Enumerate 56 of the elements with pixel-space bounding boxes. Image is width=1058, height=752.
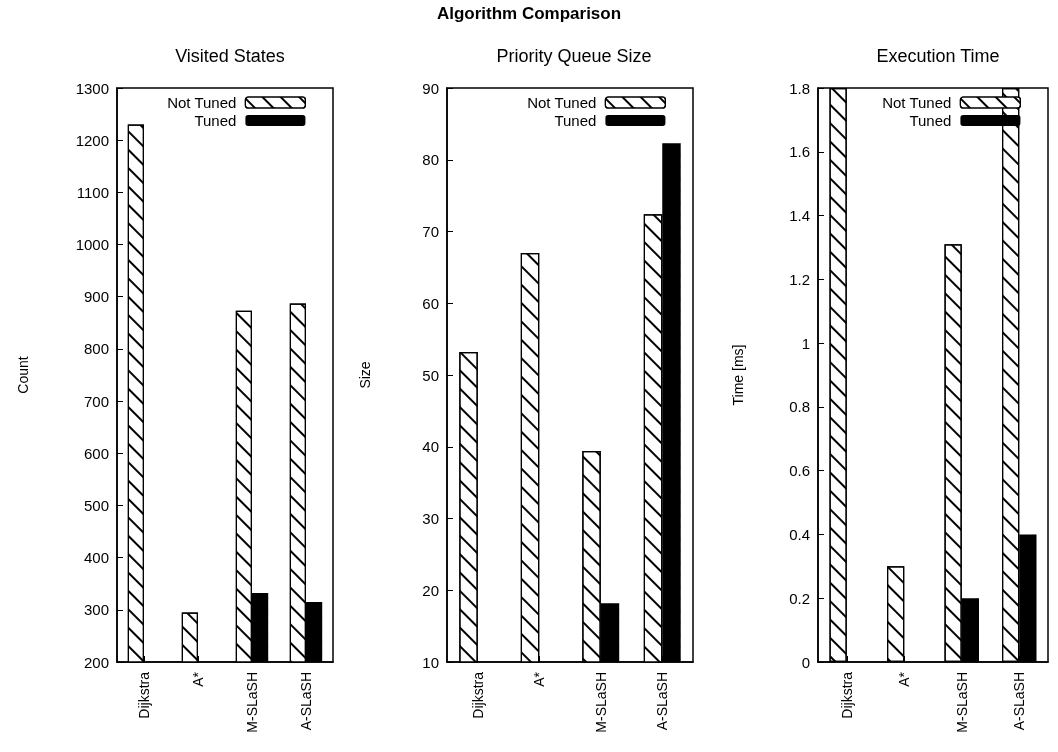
x-tick-label: A-SLaSH	[654, 672, 671, 731]
y-tick-label: 10	[422, 653, 439, 671]
legend-label: Not Tuned	[167, 94, 237, 111]
y-tick-label: 60	[422, 294, 439, 312]
y-tick-label: 1200	[75, 131, 109, 149]
y-tick-label: 70	[422, 223, 439, 240]
legend-label: Tuned	[554, 112, 597, 129]
y-tick-label: 80	[422, 151, 439, 169]
chart-title: Visited States	[175, 46, 285, 66]
y-axis-title: Size	[357, 361, 373, 389]
x-tick-label: A*	[531, 671, 548, 687]
y-tick-label: 0.6	[789, 462, 810, 480]
x-tick-label: A*	[190, 671, 206, 687]
y-tick-label: 1.4	[789, 207, 810, 225]
x-tick-label: A*	[896, 671, 913, 687]
y-tick-label: 200	[83, 653, 109, 671]
x-tick-label: Dijkstra	[838, 671, 855, 719]
y-tick-label: 30	[422, 510, 439, 527]
y-tick-label: 300	[83, 601, 109, 619]
y-tick-label: 800	[83, 340, 109, 358]
y-tick-label: 900	[83, 288, 109, 306]
y-tick-label: 1000	[75, 236, 109, 254]
y-tick-label: 500	[83, 496, 109, 514]
y-tick-label: 0	[801, 653, 810, 671]
y-axis-title: Count	[15, 356, 31, 394]
y-tick-label: 1	[801, 334, 810, 352]
text: Algorithm Comparison	[435, 4, 623, 24]
legend-label: Not Tuned	[882, 94, 952, 111]
x-tick-label: Dijkstra	[469, 671, 486, 719]
chart-title: Priority Queue Size	[496, 46, 652, 66]
y-tick-label: 600	[83, 444, 109, 462]
x-tick-label: M-SLaSH	[244, 672, 260, 733]
y-axis-title: Time [ms]	[730, 344, 746, 406]
x-tick-label: M-SLaSH	[592, 672, 609, 733]
y-tick-label: 700	[83, 392, 109, 410]
y-tick-label: 1300	[75, 79, 109, 97]
x-tick-label: A-SLaSH	[298, 672, 314, 731]
y-tick-label: 20	[422, 581, 439, 599]
y-tick-label: 1100	[76, 183, 109, 201]
y-tick-label: 40	[422, 438, 439, 456]
y-tick-label: 0.8	[789, 398, 810, 416]
y-tick-label: 1.6	[789, 143, 810, 161]
legend-label: Not Tuned	[527, 94, 597, 111]
y-tick-label: 0.2	[789, 589, 810, 607]
y-tick-label: 90	[422, 79, 439, 97]
y-tick-label: 1.8	[789, 79, 810, 97]
x-tick-label: Dijkstra	[136, 671, 152, 719]
x-tick-label: A-SLaSH	[1011, 672, 1028, 731]
y-tick-label: 1.2	[789, 270, 810, 288]
chart-title: Execution Time	[876, 46, 1000, 66]
y-tick-label: 0.4	[789, 525, 810, 543]
legend-label: Tuned	[909, 112, 952, 129]
y-tick-label: 50	[422, 366, 439, 384]
x-tick-label: M-SLaSH	[953, 672, 970, 733]
legend-label: Tuned	[194, 112, 237, 129]
y-tick-label: 400	[83, 549, 109, 567]
